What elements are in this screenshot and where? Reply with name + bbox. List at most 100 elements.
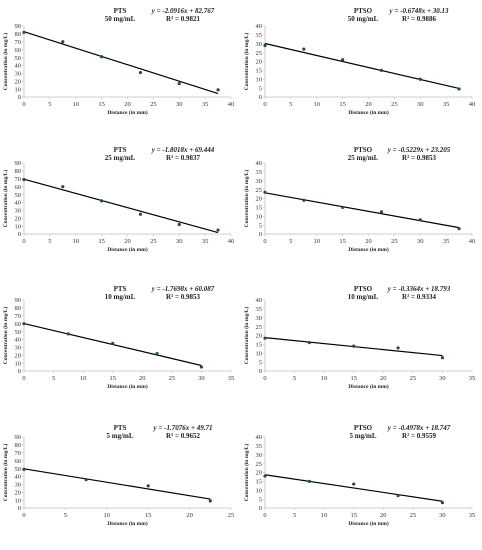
data-point (440, 356, 445, 360)
x-axis-label: Distance (in mm) (348, 109, 388, 116)
data-point (457, 87, 461, 91)
data-point (216, 88, 220, 92)
x-tick-label: 20 (380, 512, 387, 519)
y-tick-label: 5 (259, 222, 262, 229)
chart-subtitle: 10 mg/mL (104, 293, 136, 301)
data-point (61, 40, 65, 44)
x-tick-label: 15 (350, 512, 357, 519)
data-point (341, 205, 345, 209)
chart-subtitle: 25 mg/mL (347, 154, 379, 162)
data-point (61, 185, 65, 189)
x-tick-label: 15 (98, 238, 105, 245)
x-tick-label: 25 (228, 512, 235, 519)
y-tick-label: 40 (256, 297, 263, 304)
x-tick-label: 25 (410, 512, 417, 519)
data-point (22, 30, 26, 34)
x-tick-label: 10 (80, 375, 87, 382)
y-tick-label: 0 (259, 231, 262, 238)
data-point (155, 352, 159, 356)
x-tick-label: 15 (109, 375, 116, 382)
regression-equation: y = -0.3364x + 18.793 (387, 285, 451, 293)
chart-title: PTS 25 mg/mL (60, 146, 180, 162)
y-tick-label: 50 (15, 329, 22, 336)
chart-subtitle: 5 mg/mL (106, 432, 134, 440)
y-tick-label: 25 (256, 324, 263, 331)
regression-line (23, 31, 219, 95)
x-axis-label: Distance (in mm) (107, 383, 147, 390)
regression-equation: y = -1.7698x + 60.087 (151, 285, 215, 293)
x-tick-label: 10 (314, 238, 321, 245)
data-point (138, 70, 143, 75)
y-tick-label: 0 (18, 94, 21, 101)
x-tick-label: 0 (263, 512, 266, 519)
x-tick-label: 5 (293, 375, 296, 382)
data-point (379, 68, 384, 72)
y-tick-label: 35 (256, 32, 263, 39)
x-tick-label: 35 (469, 375, 476, 382)
r-squared: R² = 0.9559 (402, 432, 436, 440)
x-tick-label: 40 (228, 101, 235, 108)
data-point (216, 228, 220, 232)
r-squared: R² = 0.9853 (402, 154, 436, 162)
y-tick-label: 80 (15, 305, 22, 312)
y-tick-label: 70 (15, 313, 22, 320)
regression-line (23, 178, 219, 234)
y-tick-label: 20 (15, 78, 22, 85)
y-tick-label: 0 (259, 94, 262, 101)
x-tick-label: 20 (365, 238, 372, 245)
y-tick-label: 30 (256, 315, 263, 322)
y-tick-label: 10 (256, 487, 263, 494)
r-squared: R² = 0.9853 (166, 293, 200, 301)
y-tick-label: 35 (256, 306, 263, 313)
y-tick-label: 20 (256, 470, 263, 477)
x-tick-label: 25 (391, 238, 398, 245)
x-tick-label: 15 (339, 101, 346, 108)
y-tick-label: 70 (15, 176, 22, 183)
r-squared: R² = 0.9886 (402, 15, 436, 23)
x-tick-label: 10 (314, 101, 321, 108)
x-tick-label: 15 (145, 512, 152, 519)
data-point (111, 341, 115, 345)
regression-line (264, 192, 460, 229)
y-tick-label: 40 (256, 160, 263, 167)
data-point (352, 482, 356, 486)
chart-subtitle: 50 mg/mL (347, 15, 379, 23)
x-tick-label: 20 (124, 238, 131, 245)
regression-line (264, 42, 460, 90)
y-tick-label: 40 (15, 474, 22, 481)
y-tick-label: 10 (15, 497, 22, 504)
data-point (199, 365, 204, 369)
y-axis-label: Concentration (in mg/L) (2, 444, 9, 502)
data-point (177, 222, 181, 227)
data-point (22, 177, 26, 182)
x-tick-label: 40 (469, 238, 476, 245)
regression-label: y = -2.0916x + 82.767 R² = 0.9821 (128, 7, 238, 23)
x-tick-label: 35 (443, 101, 450, 108)
y-tick-label: 50 (15, 55, 22, 62)
y-tick-label: 90 (15, 23, 22, 30)
regression-equation: y = -0.6748x + 30.13 (389, 7, 449, 15)
y-tick-label: 30 (256, 178, 263, 185)
y-tick-label: 20 (256, 196, 263, 203)
y-tick-label: 80 (15, 442, 22, 449)
data-point (263, 43, 267, 48)
x-tick-label: 5 (52, 375, 55, 382)
y-tick-label: 10 (15, 223, 22, 230)
data-point (66, 332, 70, 336)
chart-title: PTSO 25 mg/mL (303, 146, 423, 162)
regression-line (264, 474, 443, 502)
x-tick-label: 0 (263, 101, 266, 108)
data-point (263, 336, 267, 340)
regression-label: y = -0.5229x + 23.205 R² = 0.9853 (364, 146, 474, 162)
chart-title-main: PTS (113, 424, 127, 432)
x-tick-label: 40 (228, 238, 235, 245)
x-tick-label: 25 (150, 101, 157, 108)
y-tick-label: 60 (15, 458, 22, 465)
y-tick-label: 15 (256, 205, 263, 212)
y-tick-label: 10 (256, 350, 263, 357)
y-tick-label: 20 (15, 215, 22, 222)
x-tick-label: 20 (380, 375, 387, 382)
y-tick-label: 40 (15, 63, 22, 70)
